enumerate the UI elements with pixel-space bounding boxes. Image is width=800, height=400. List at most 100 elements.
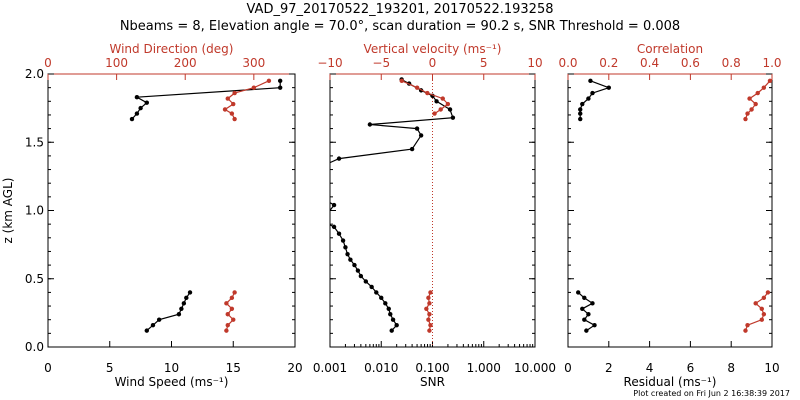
middle-series-black-point xyxy=(390,317,396,322)
right-series-black-point xyxy=(586,312,591,317)
middle-series-red-point xyxy=(399,78,404,84)
middle-top-tick-label: −10 xyxy=(317,56,342,70)
right-bottom-tick-label: 6 xyxy=(687,361,695,375)
left-series-black-point xyxy=(129,116,135,122)
middle-series-black-point xyxy=(434,99,439,104)
right-series-red-point xyxy=(753,101,758,107)
middle-series-red-point xyxy=(428,290,433,295)
right-bottom-tick-label: 4 xyxy=(646,361,654,375)
y-tick-label: 1.0 xyxy=(25,204,44,218)
middle-series-black-line xyxy=(330,224,398,332)
right-top-tick-label: 0.6 xyxy=(681,56,700,70)
middle-series-red-point xyxy=(445,101,451,107)
right-top-tick-label: 0.0 xyxy=(558,56,577,70)
right-series-red-point xyxy=(765,290,771,295)
right-series-black-point xyxy=(578,116,583,122)
middle-series-black-point xyxy=(450,115,456,120)
middle-series-red-point xyxy=(427,312,432,317)
right-series-red-point xyxy=(743,328,748,333)
left-series-black-point xyxy=(179,306,184,311)
middle-series-black-point xyxy=(383,301,388,306)
middle-series-red-point xyxy=(427,328,432,333)
middle-top-tick-label: 0 xyxy=(429,56,437,70)
left-series-black-point xyxy=(150,322,156,328)
right-series-black-point xyxy=(580,306,585,311)
middle-series-red-point xyxy=(425,90,430,96)
right-series-red-point xyxy=(747,96,752,101)
left-bottom-tick-label: 0 xyxy=(44,361,52,375)
right-series-red-point xyxy=(745,322,750,328)
left-bottom-tick-label: 10 xyxy=(164,361,179,375)
middle-series-black-point xyxy=(379,295,384,301)
right-series-red-point xyxy=(761,312,767,317)
left-series-red-point xyxy=(225,96,230,101)
right-top-tick-label: 1.0 xyxy=(762,56,781,70)
figure-title: VAD_97_20170522_193201, 20170522.193258 xyxy=(246,2,554,17)
middle-series-black-point xyxy=(345,251,350,257)
right-bottom-tick-label: 2 xyxy=(605,361,613,375)
middle-series-black-point xyxy=(325,177,329,181)
middle-bottom-tick-label: 10.000 xyxy=(514,361,556,375)
middle-series-red-point xyxy=(438,107,443,112)
left-top-tick-label: 300 xyxy=(242,56,265,70)
middle-top-tick-label: 10 xyxy=(527,56,542,70)
middle-series-black-point xyxy=(418,133,424,138)
middle-series-red-point xyxy=(427,301,432,306)
right-series-black-point xyxy=(578,107,583,112)
left-series-red-point xyxy=(229,306,235,311)
right-series-black-point xyxy=(606,85,611,90)
right-series-black-point xyxy=(582,317,587,322)
middle-bottom-tick-label: 1.000 xyxy=(467,361,501,375)
left-series-red-point xyxy=(232,290,237,295)
left-top-tick-label: 0 xyxy=(44,56,52,70)
middle-series-black-point xyxy=(331,224,337,230)
left-series-red-point xyxy=(229,295,235,301)
middle-series-red-point xyxy=(440,96,445,101)
y-tick-label: 2.0 xyxy=(25,67,44,81)
right-series-black-point xyxy=(584,328,589,333)
middle-series-black-point xyxy=(340,238,346,243)
left-series-red-point xyxy=(231,101,236,107)
middle-series-black-point xyxy=(312,167,316,171)
right-series-black-line xyxy=(579,80,611,119)
left-series-black-point xyxy=(134,111,140,116)
left-bottom-tick-label: 20 xyxy=(287,361,302,375)
middle-series-red-point xyxy=(428,322,433,328)
left-series-red-point xyxy=(251,85,257,90)
middle-series-black-point xyxy=(336,156,342,161)
y-tick-label: 0.0 xyxy=(25,340,44,354)
right-series-red-point xyxy=(761,295,767,301)
right-series-black-point xyxy=(582,295,587,301)
middle-series-black-point xyxy=(363,279,369,284)
right-panel-frame xyxy=(567,73,773,348)
middle-series-black-point xyxy=(369,284,374,290)
middle-series-black-point xyxy=(414,126,420,131)
middle-series-black-point xyxy=(325,171,329,175)
middle-series-black-point xyxy=(386,306,391,311)
right-series-black-point xyxy=(580,101,585,107)
figure-subtitle: Nbeams = 8, Elevation angle = 70.0°, sca… xyxy=(119,19,681,34)
right-bottom-axis-label: Residual (ms⁻¹) xyxy=(624,375,717,389)
right-series-red-point xyxy=(755,90,760,96)
middle-series-black-point xyxy=(447,107,453,112)
y-tick-label: 1.5 xyxy=(25,135,44,149)
right-bottom-tick-label: 0 xyxy=(564,361,572,375)
middle-series-black-point xyxy=(312,215,316,219)
right-top-tick-label: 0.2 xyxy=(599,56,618,70)
left-series-black-point xyxy=(144,100,149,105)
right-series-black-point xyxy=(588,78,593,84)
y-tick-label: 0.5 xyxy=(25,272,44,286)
right-series-black-point xyxy=(590,301,595,306)
right-series-red-point xyxy=(767,78,772,84)
left-series-red-point xyxy=(225,322,230,328)
middle-series-black-point xyxy=(343,245,348,250)
middle-series-black-point xyxy=(374,290,379,295)
left-bottom-tick-label: 5 xyxy=(106,361,114,375)
left-top-axis-label: Wind Direction (deg) xyxy=(110,42,234,56)
left-series-black-line xyxy=(131,80,281,120)
middle-series-black-point xyxy=(352,262,357,268)
left-series-red-point xyxy=(266,78,272,84)
left-series-black-point xyxy=(156,317,162,322)
